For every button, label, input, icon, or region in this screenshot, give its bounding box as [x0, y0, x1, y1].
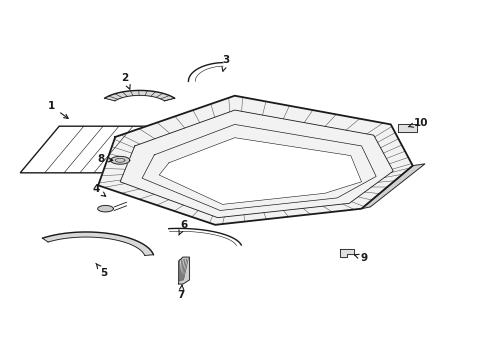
Text: 6: 6: [179, 220, 187, 235]
Polygon shape: [98, 96, 412, 225]
Text: 9: 9: [354, 253, 367, 263]
Polygon shape: [110, 156, 129, 164]
Polygon shape: [178, 257, 189, 284]
Polygon shape: [42, 232, 153, 256]
Polygon shape: [98, 206, 113, 212]
Text: 5: 5: [96, 263, 107, 278]
Text: 1: 1: [48, 102, 68, 118]
Text: 3: 3: [222, 55, 229, 71]
Polygon shape: [339, 249, 353, 257]
Text: 7: 7: [177, 285, 184, 301]
Text: 8: 8: [97, 154, 113, 164]
Text: 4: 4: [92, 184, 105, 196]
Polygon shape: [104, 90, 174, 101]
Text: 10: 10: [407, 118, 427, 128]
Text: 2: 2: [121, 73, 130, 89]
Polygon shape: [159, 138, 361, 204]
Polygon shape: [397, 124, 416, 132]
Polygon shape: [361, 164, 424, 209]
